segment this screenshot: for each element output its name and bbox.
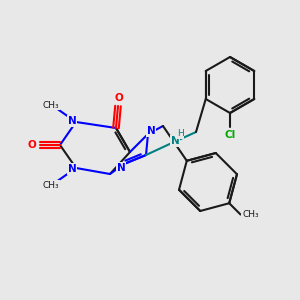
Text: Cl: Cl: [224, 130, 236, 140]
Text: O: O: [115, 93, 123, 103]
Text: H: H: [177, 130, 183, 139]
Text: CH₃: CH₃: [43, 100, 59, 109]
Text: N: N: [68, 164, 76, 174]
Text: O: O: [28, 140, 36, 150]
Text: N: N: [68, 116, 76, 126]
Text: CH₃: CH₃: [43, 181, 59, 190]
Text: N: N: [171, 136, 179, 146]
Text: N: N: [117, 163, 125, 173]
Text: N: N: [147, 126, 155, 136]
Text: CH₃: CH₃: [242, 210, 259, 219]
